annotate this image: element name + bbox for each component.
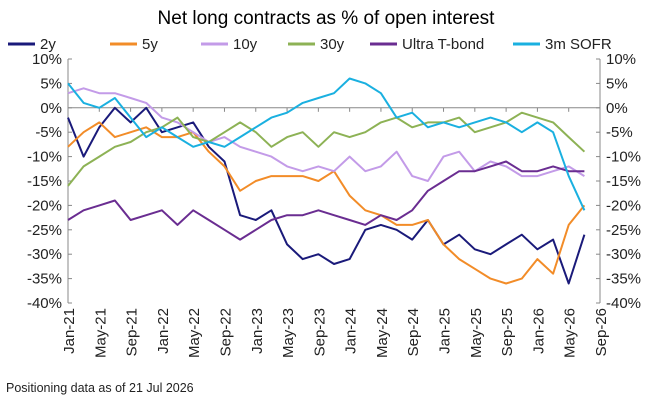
legend-label-2y: 2y [40,36,56,53]
left-y-axis: 10% 5% 0% -5% -10% -15% -20% -25% -30% -35% -40% [27,51,72,312]
y-tick-label-right: -15% [606,173,641,190]
right-y-axis: 10% 5% 0% -5% -10% -15% -20% -25% -30% -35% -40% [596,51,641,312]
y-tick-label-right: -10% [606,149,641,166]
y-tick-label-right: -40% [606,295,641,312]
plot-area [67,77,586,285]
y-tick-label-right: -30% [606,246,641,263]
series-line-ultra-t-bond [67,160,585,241]
x-tick-label: May-25 [468,308,485,358]
y-tick-label-left: 0% [40,100,62,117]
y-tick-label-right: -25% [606,222,641,239]
chart-legend: 2y 5y 10y 30y Ultra T-bond 3m SOFR [8,36,612,53]
y-tick-label-left: 10% [32,51,62,68]
x-axis: Jan-21 May-21 Sep-21 Jan-22 May-22 Sep-22 Jan-… [61,107,610,358]
chart-title: Net long contracts as % of open interest [158,8,496,29]
series-line-2y [67,106,586,285]
y-tick-label-left: -20% [27,197,62,214]
x-tick-label: May-24 [374,308,391,358]
y-tick-label-left: -40% [27,295,62,312]
x-tick-label: Sep-21 [124,308,141,356]
x-tick-label: Jan-22 [155,308,172,354]
x-tick-label: Jan-26 [530,308,547,354]
x-tick-label: Sep-23 [311,308,328,356]
series-line-3m-sofr [67,77,586,211]
x-tick-label: May-21 [92,308,109,358]
y-tick-label-left: 5% [40,75,62,92]
x-tick-label: Sep-24 [405,308,422,356]
y-tick-label-left: -5% [35,124,62,141]
series-line-30y [67,111,586,187]
legend-label-ultra-t-bond: Ultra T-bond [402,36,484,53]
x-tick-label: Jan-24 [343,308,360,354]
y-tick-label-right: 0% [606,100,628,117]
legend-label-10y: 10y [233,36,258,53]
x-tick-label: May-22 [186,308,203,358]
y-tick-label-left: -10% [27,149,62,166]
legend-label-30y: 30y [320,36,345,53]
chart-footnote: Positioning data as of 21 Jul 2026 [6,381,194,395]
legend-label-3m-sofr: 3m SOFR [545,36,612,53]
y-tick-label-right: -5% [606,124,633,141]
x-tick-label: Sep-25 [499,308,516,356]
x-tick-label: May-26 [562,308,579,358]
legend-label-5y: 5y [142,36,158,53]
x-tick-label: Jan-21 [61,308,78,354]
y-tick-label-left: -35% [27,271,62,288]
y-tick-label-left: -25% [27,222,62,239]
y-tick-label-left: -15% [27,173,62,190]
x-tick-label: Jan-25 [437,308,454,354]
x-tick-label: May-23 [280,308,297,358]
y-tick-label-right: 10% [606,51,636,68]
y-tick-label-right: -20% [606,197,641,214]
x-tick-label: Sep-26 [593,308,610,356]
x-tick-label: Jan-23 [249,308,266,354]
y-tick-label-right: 5% [606,75,628,92]
y-tick-label-right: -35% [606,271,641,288]
x-tick-label: Sep-22 [217,308,234,356]
y-tick-label-left: -30% [27,246,62,263]
